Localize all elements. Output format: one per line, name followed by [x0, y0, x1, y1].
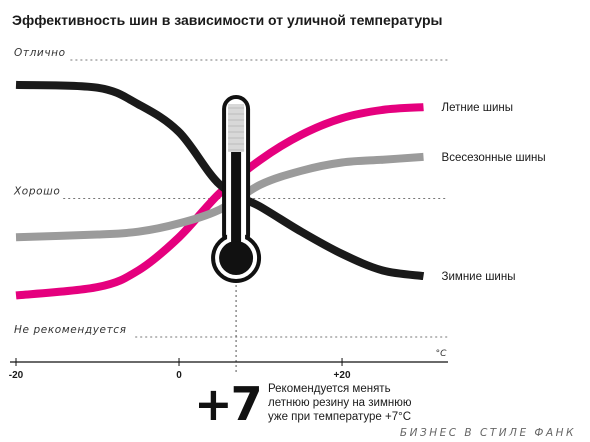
recommendation-note-line: уже при температуре +7°С: [268, 411, 411, 423]
level-label: Не рекомендуется: [14, 324, 127, 336]
x-tick-label: 0: [176, 370, 182, 381]
thermometer-icon: [211, 95, 262, 283]
x-tick-label: -20: [9, 370, 24, 381]
level-label: Отлично: [14, 47, 66, 59]
recommendation-note-line: Рекомендуется менять: [268, 383, 391, 395]
recommendation-note-line: летнюю резину на зимнюю: [268, 397, 412, 409]
all-season-tires-label: Всесезонные шины: [442, 152, 546, 164]
x-tick-label: +20: [334, 370, 351, 381]
chart-title: Эффективность шин в зависимости от уличн…: [12, 12, 442, 28]
thermometer-empty-scale: [228, 104, 245, 152]
x-axis-unit: °C: [436, 349, 448, 359]
thermometer-mercury: [231, 152, 242, 252]
level-label: Хорошо: [13, 186, 60, 198]
summer-tires-label: Летние шины: [442, 102, 513, 114]
temperature-marker-label: +7: [194, 377, 261, 431]
thermometer-bulb: [219, 241, 254, 275]
winter-tires-label: Зимние шины: [442, 271, 516, 283]
watermark: БИЗНЕС В СТИЛЕ ФАНК: [400, 427, 576, 439]
